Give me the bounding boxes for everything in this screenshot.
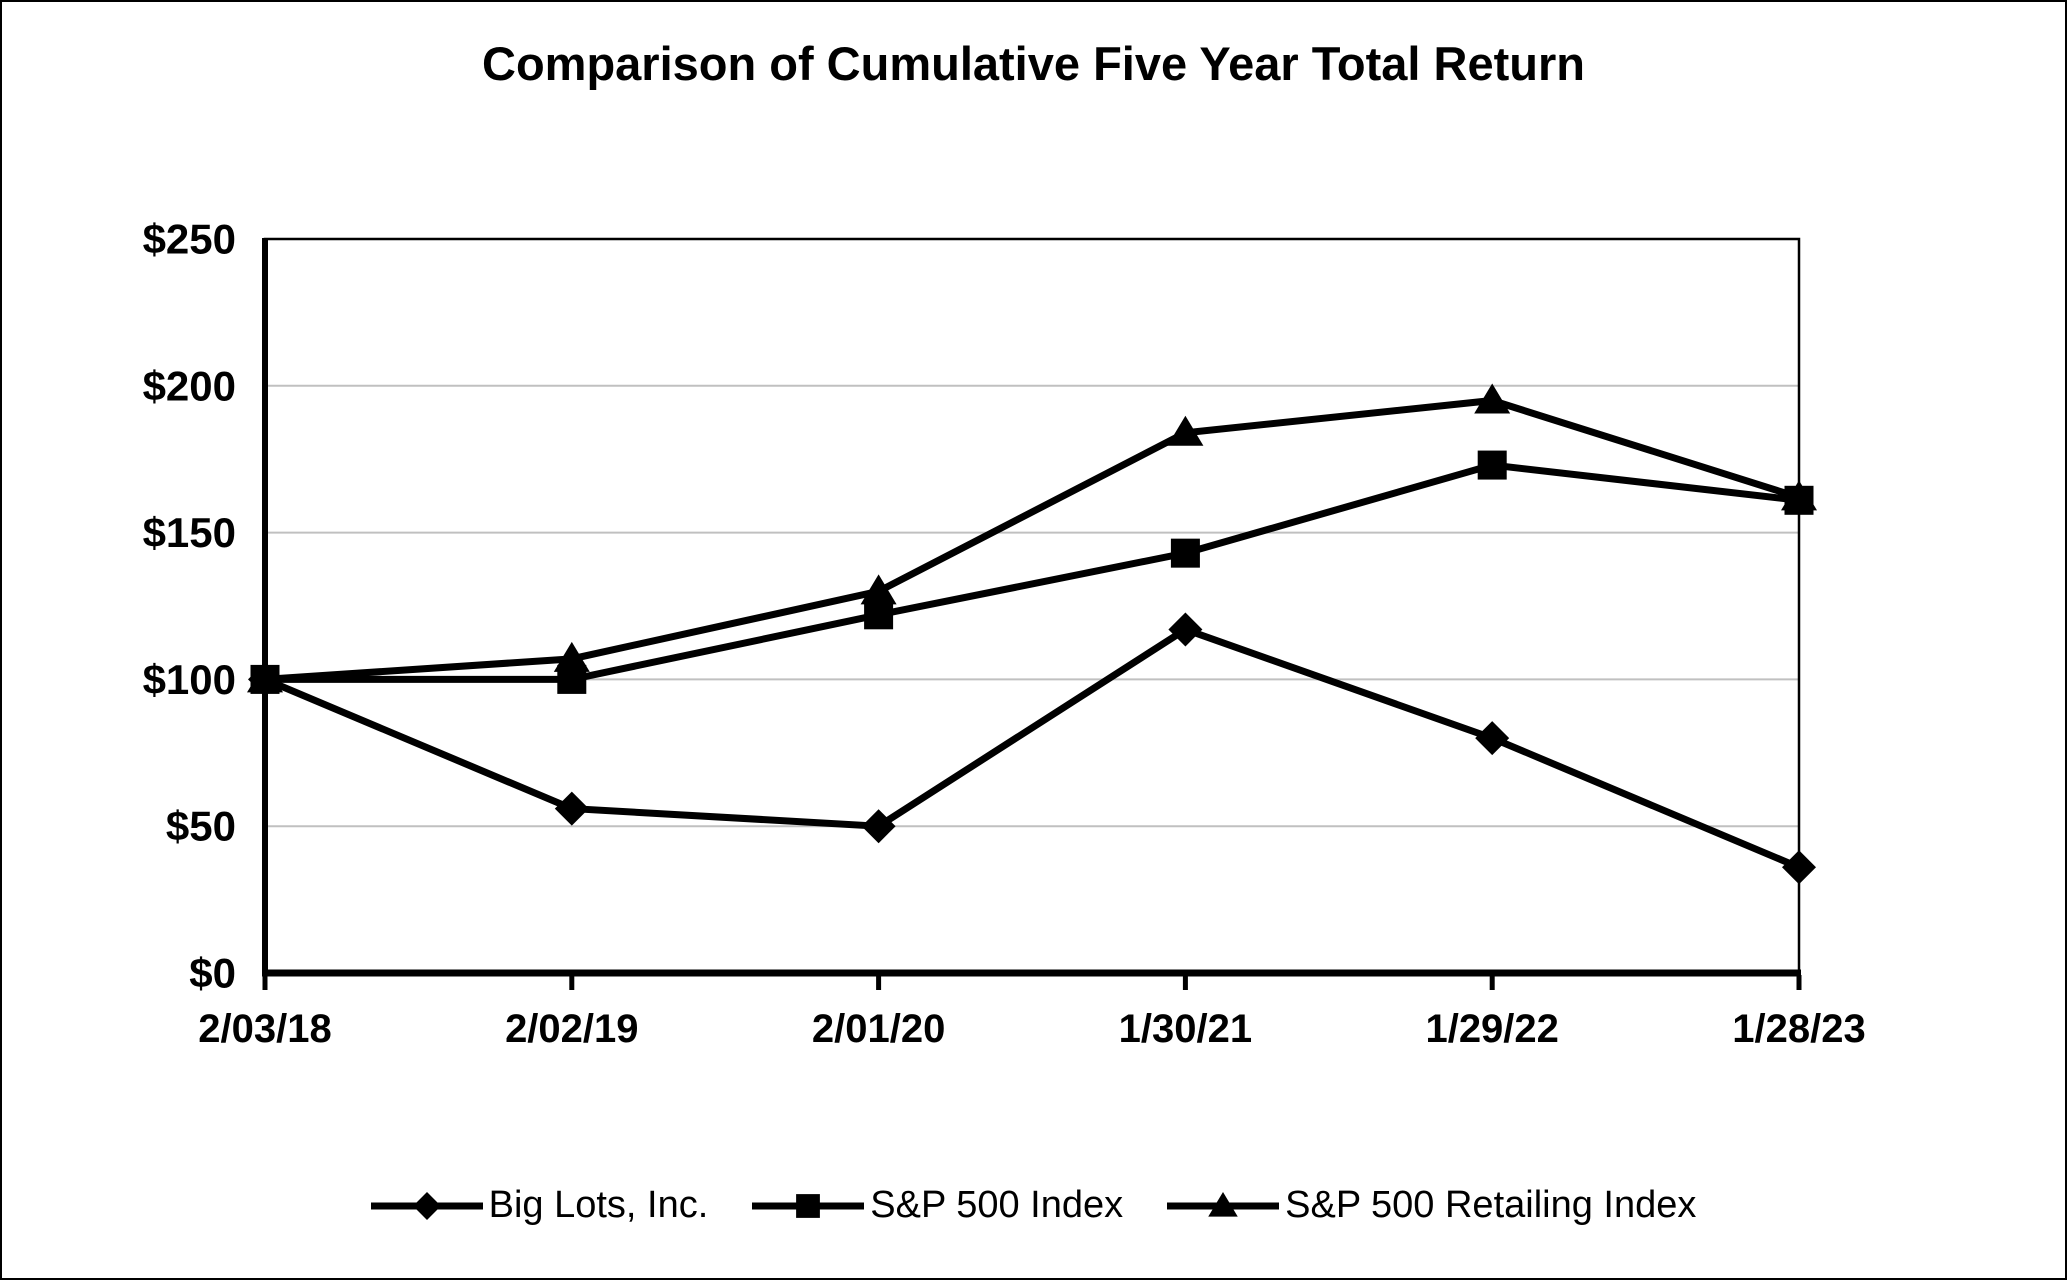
x-axis-tick-label: 2/01/20	[812, 1007, 945, 1051]
square-marker	[557, 664, 587, 694]
triangle-marker	[1474, 383, 1511, 414]
y-axis-tick-label: $200	[143, 362, 236, 409]
diamond-marker	[1168, 612, 1203, 647]
square-marker	[864, 600, 894, 630]
triangle-marker	[1208, 1191, 1238, 1217]
legend-label: S&P 500 Retailing Index	[1285, 1184, 1697, 1226]
diamond-marker	[1475, 721, 1510, 756]
diamond-marker	[412, 1191, 441, 1220]
legend-label: Big Lots, Inc.	[488, 1184, 709, 1226]
legend-item-s-p-500-index: S&P 500 Index	[752, 1184, 1123, 1227]
x-axis-tick-label: 1/29/22	[1425, 1007, 1558, 1051]
square-marker	[1170, 538, 1200, 568]
square-marker	[1477, 450, 1507, 480]
triangle-marker	[1167, 415, 1204, 446]
x-axis-tick-label: 2/02/19	[505, 1007, 638, 1051]
triangle-marker	[553, 641, 590, 672]
chart-title: Comparison of Cumulative Five Year Total…	[482, 37, 1585, 90]
diamond-marker	[861, 809, 896, 844]
y-axis-tick-label: $100	[143, 656, 236, 703]
series-line-s-p-500-index	[265, 461, 1800, 683]
y-axis-tick-label: $50	[166, 803, 236, 850]
diamond-marker	[1782, 850, 1816, 885]
legend-label: S&P 500 Index	[870, 1184, 1124, 1226]
x-axis-tick-label: 1/28/23	[1732, 1007, 1865, 1051]
square-marker	[1784, 485, 1814, 515]
y-axis-tick-label: $0	[189, 950, 236, 997]
series-line-s-p-500-retailing-index	[264, 396, 1801, 683]
y-axis-tick-label: $150	[143, 509, 236, 556]
square-legend-marker	[752, 1193, 865, 1218]
y-axis-tick-label: $250	[143, 216, 236, 263]
diamond-marker	[554, 791, 589, 826]
legend-item-big-lots-inc: Big Lots, Inc.	[370, 1184, 709, 1227]
chart-legend: Big Lots, Inc. S&P 500 Index S&P 500 Retai…	[2, 1184, 2065, 1227]
x-axis-tick-label: 1/30/21	[1119, 1007, 1252, 1051]
series-line-big-lots-inc	[263, 625, 1801, 871]
x-axis-tick-label: 2/03/18	[198, 1007, 331, 1051]
triangle-legend-marker	[1167, 1191, 1280, 1217]
triangle-marker	[860, 574, 897, 605]
diamond-legend-marker	[370, 1191, 483, 1220]
plot-border	[263, 237, 1801, 975]
square-marker	[250, 664, 280, 694]
legend-item-s-p-500-retailing-index: S&P 500 Retailing Index	[1167, 1184, 1696, 1227]
square-marker	[796, 1193, 821, 1218]
